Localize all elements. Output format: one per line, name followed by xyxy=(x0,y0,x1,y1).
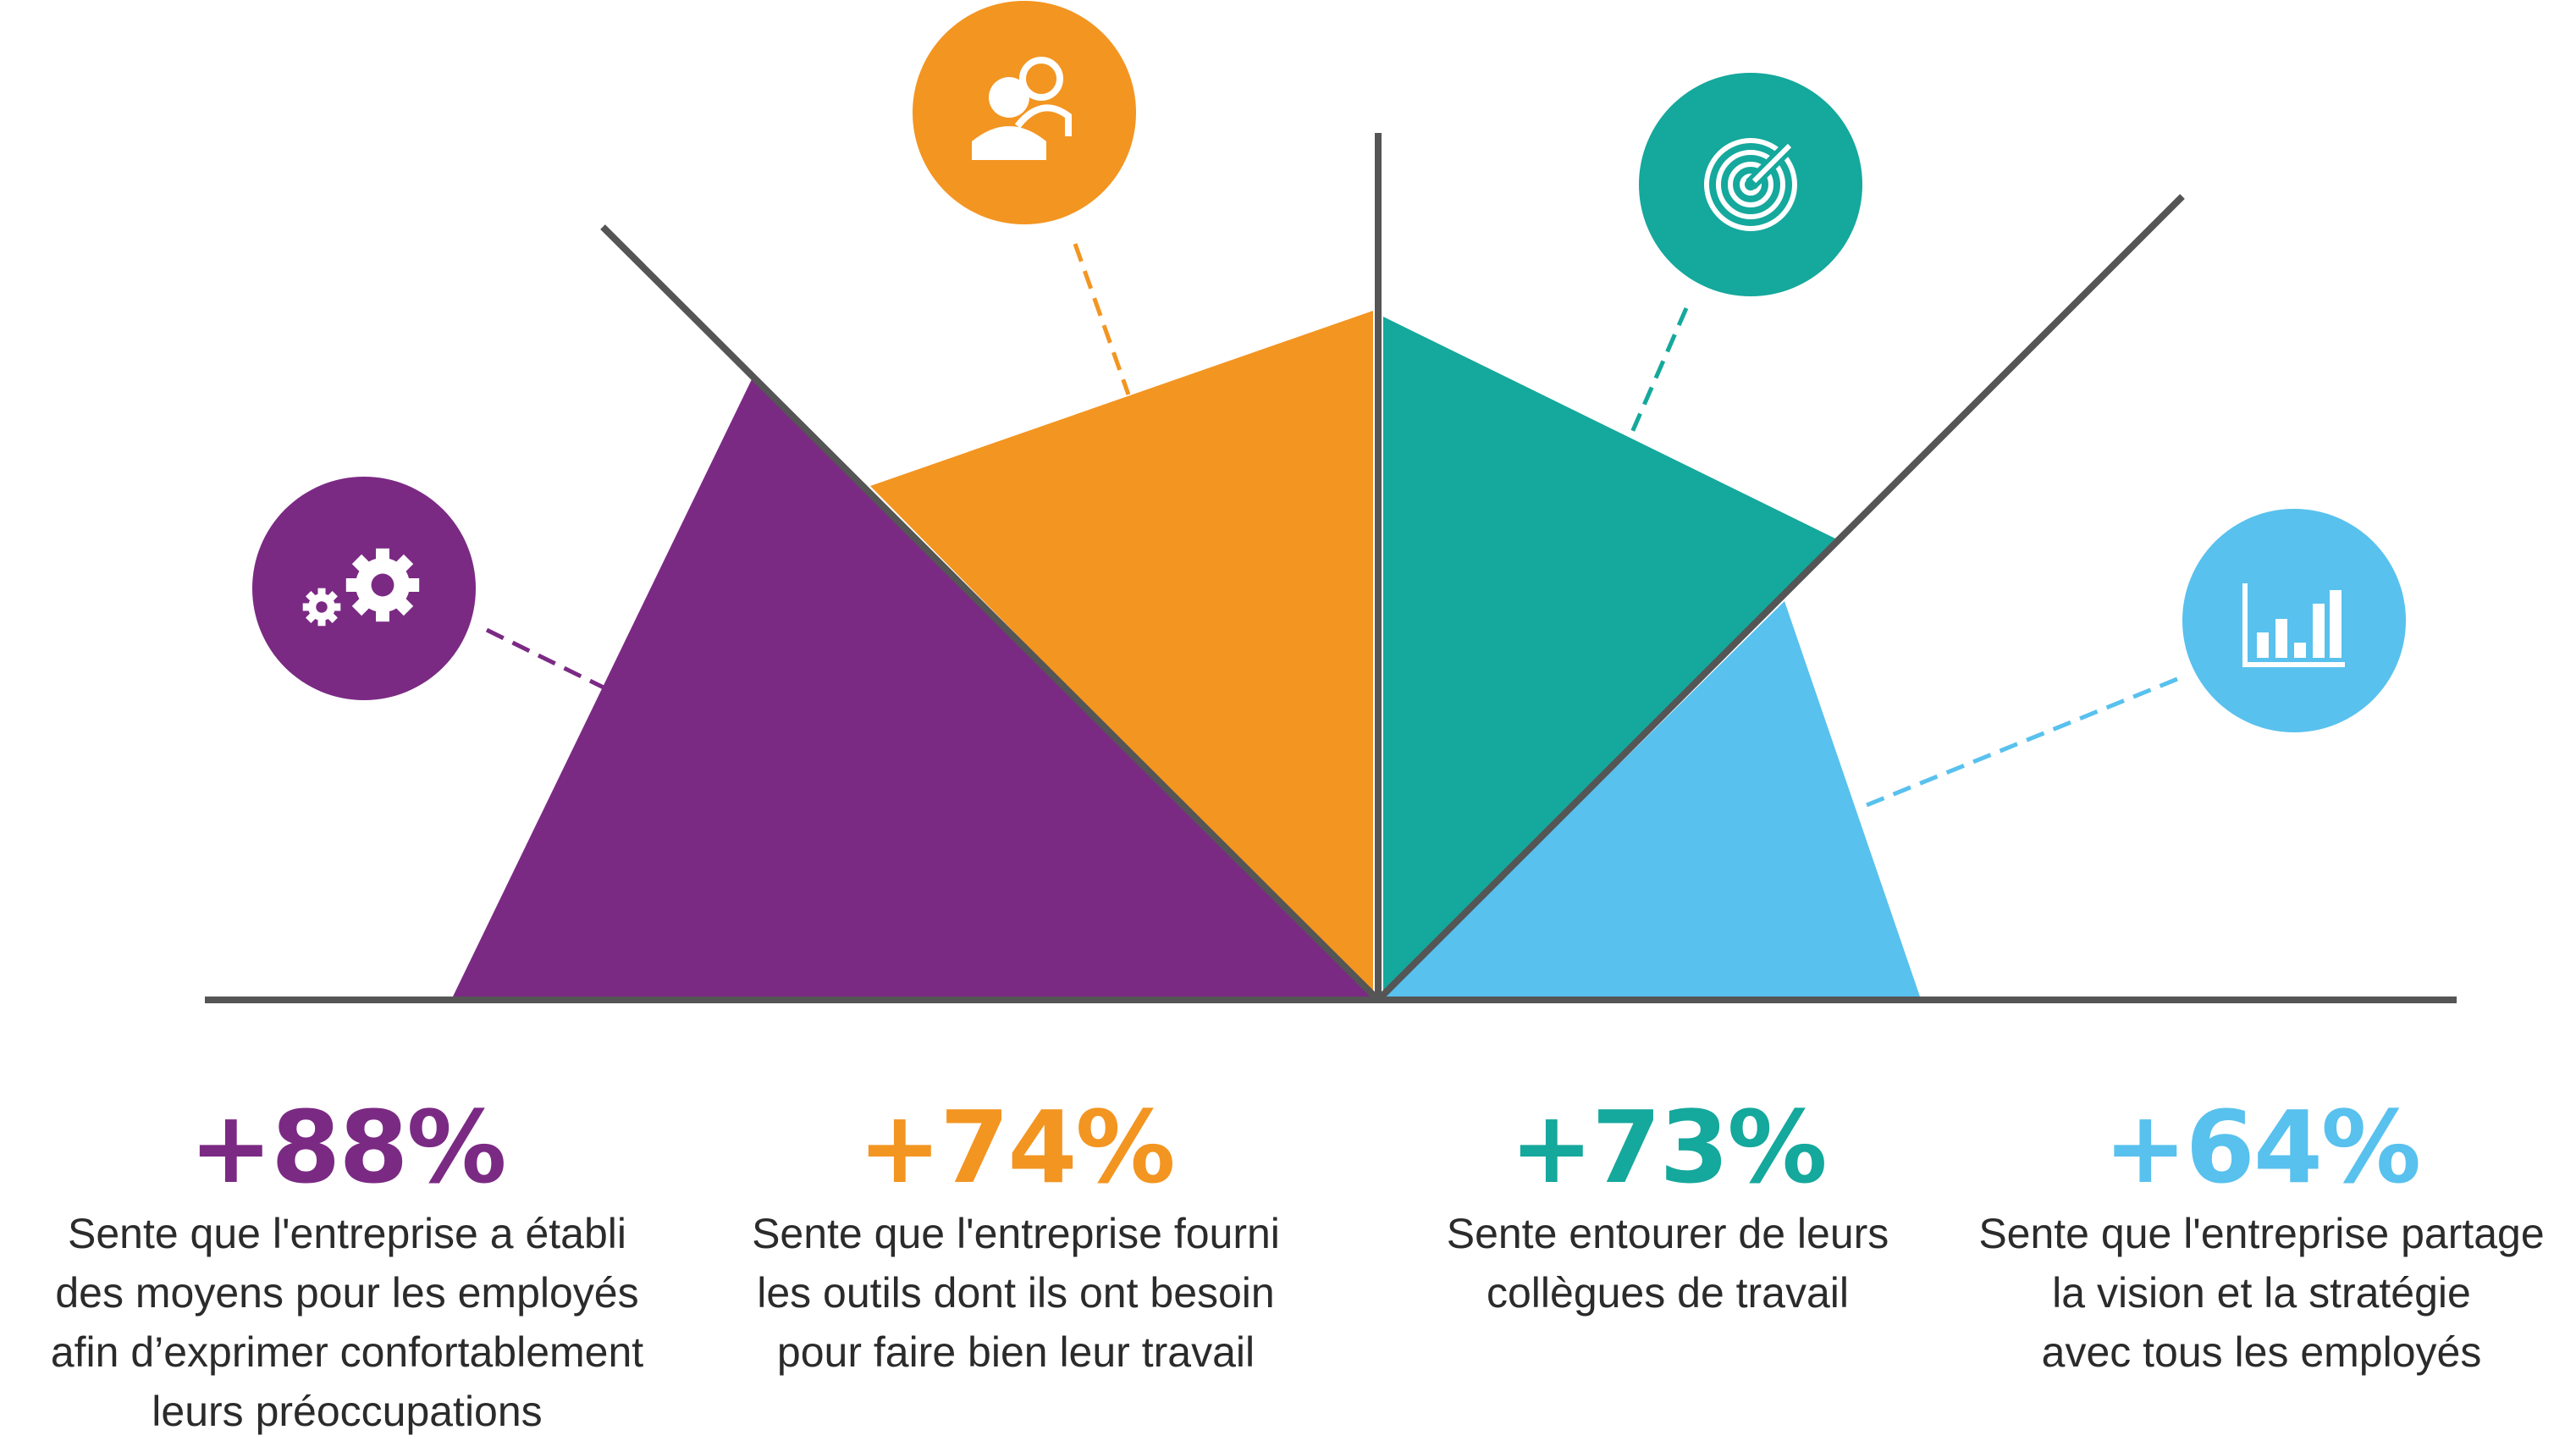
stat-73: +73% Sente entourer de leurs collègues d… xyxy=(1388,1092,1947,1322)
description-line: Sente entourer de leurs xyxy=(1446,1210,1889,1257)
description-line: Sente que l'entreprise fourni xyxy=(752,1210,1280,1257)
connector-88 xyxy=(485,627,605,690)
wedge-73 xyxy=(1383,317,1835,997)
description-line: les outils dont ils ont besoin xyxy=(757,1269,1275,1317)
connector-64 xyxy=(1862,676,2178,809)
icons-group xyxy=(252,1,2406,732)
wedges-group xyxy=(453,311,1920,997)
description-line: Sente que l'entreprise partage xyxy=(1978,1210,2545,1257)
description-line: la vision et la stratégie xyxy=(2052,1269,2471,1317)
wedge-64 xyxy=(1383,601,1920,997)
description-line: pour faire bien leur travail xyxy=(776,1328,1255,1376)
description-line: avec tous les employés xyxy=(2041,1328,2482,1376)
description-line: des moyens pour les employés xyxy=(55,1269,639,1317)
stat-percent: +74% xyxy=(858,1089,1175,1206)
target-icon xyxy=(1639,73,1862,296)
axes-group xyxy=(205,133,2457,1003)
connector-74 xyxy=(1073,243,1131,395)
wedge-88 xyxy=(453,379,1373,997)
stat-percent: +88% xyxy=(189,1089,506,1206)
stat-64: +64% Sente que l'entreprise partage la v… xyxy=(1947,1092,2576,1382)
bar-chart-icon xyxy=(2182,509,2406,732)
stat-description: Sente entourer de leurs collègues de tra… xyxy=(1388,1204,1947,1322)
stat-percent: +64% xyxy=(2103,1089,2421,1206)
description-line: Sente que l'entreprise a établi xyxy=(68,1210,626,1257)
connector-73 xyxy=(1625,306,1689,444)
stat-88: +88% Sente que l'entreprise a établi des… xyxy=(0,1092,694,1441)
stat-74: +74% Sente que l'entreprise fourni les o… xyxy=(711,1092,1321,1382)
left-diagonal xyxy=(600,224,1381,1002)
stat-percent: +73% xyxy=(1509,1089,1827,1206)
connectors-group xyxy=(485,243,2178,809)
gears-icon xyxy=(252,477,476,700)
people-icon xyxy=(913,1,1136,224)
wedge-74 xyxy=(870,311,1373,997)
description-line: leurs préoccupations xyxy=(152,1388,543,1435)
description-line: afin d’exprimer confortablement xyxy=(50,1328,644,1376)
stat-description: Sente que l'entreprise a établi des moye… xyxy=(0,1204,694,1441)
description-line: collègues de travail xyxy=(1486,1269,1850,1317)
right-diagonal xyxy=(1376,194,2185,1002)
stat-description: Sente que l'entreprise fourni les outils… xyxy=(711,1204,1321,1382)
stat-description: Sente que l'entreprise partage la vision… xyxy=(1947,1204,2576,1382)
